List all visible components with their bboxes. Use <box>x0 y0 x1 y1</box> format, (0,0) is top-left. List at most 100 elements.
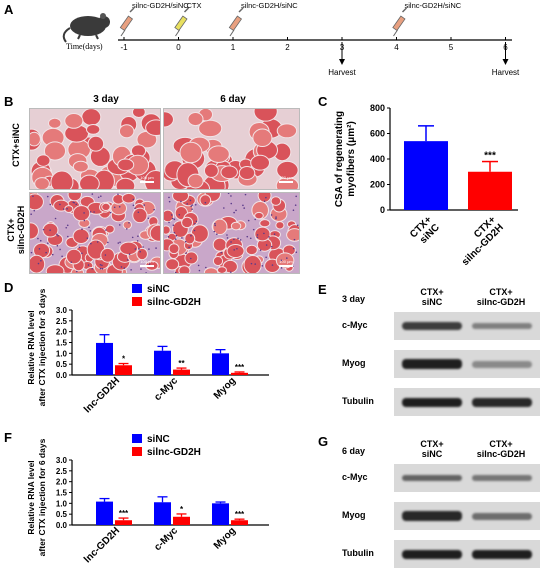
blot-band <box>402 397 462 407</box>
scale-bar-label: 100 μm <box>140 175 154 180</box>
y-axis-label: after CTX injection for 3 days <box>37 288 47 406</box>
panel-c-letter: C <box>318 94 328 109</box>
blot-day-label: 3 day <box>342 294 366 304</box>
x-tick-label: lnc-GD2H <box>82 375 122 415</box>
y-tick-label: 0.0 <box>56 521 68 530</box>
timeline-tick-label: -1 <box>120 43 128 52</box>
blot-row-label: c-Myc <box>342 472 368 482</box>
harvest-label: Harvest <box>492 68 520 77</box>
significance-marker: * <box>122 355 126 364</box>
blot-column-label: CTX+ silnc-GD2H <box>476 439 526 459</box>
blot-band <box>402 511 462 521</box>
y-tick-label: 2.5 <box>56 467 68 476</box>
y-tick-label: 0.0 <box>56 371 68 380</box>
histology-image: 100 μm <box>29 192 161 274</box>
scale-bar-label: 100 μm <box>279 175 293 180</box>
blot-band <box>472 475 532 481</box>
y-tick-label: 400 <box>370 154 385 164</box>
legend-swatch <box>132 447 142 456</box>
bar <box>96 342 113 375</box>
injection-label: CTX <box>187 1 202 10</box>
y-tick-label: 200 <box>370 180 385 190</box>
y-tick-label: 0.5 <box>56 510 68 519</box>
significance-marker: *** <box>119 509 129 518</box>
scale-bar-label: 100 μm <box>279 259 293 264</box>
syringe-icon <box>392 7 408 37</box>
x-tick-label: Myog <box>212 375 238 401</box>
syringe-icon <box>119 7 135 37</box>
rna-3day-bar-chart: 0.0 0.5 1.01.5 2.0 2.5 3.0 * lnc-GD2H ** c-Myc ***… <box>26 284 269 415</box>
histology-image: 100 μm <box>163 192 300 274</box>
bar <box>212 503 229 525</box>
scale-bar <box>279 181 293 183</box>
scale-bar <box>140 265 154 267</box>
blot-column-label: CTX+ siNC <box>420 439 444 459</box>
scale-bar <box>279 265 293 267</box>
timeline-label: Time(days) <box>66 42 103 51</box>
bar <box>173 369 190 375</box>
blot-strip <box>394 502 540 530</box>
blot-band <box>402 322 462 330</box>
panel-e-letter: E <box>318 282 327 297</box>
blot-strip <box>394 464 540 492</box>
blot-band <box>472 512 532 520</box>
bar <box>154 502 171 525</box>
timeline-tick-label: 4 <box>394 43 399 52</box>
bar <box>115 365 132 375</box>
blot-row-label: Tubulin <box>342 548 374 558</box>
blot-column-label: CTX+ siNC <box>420 287 444 307</box>
y-axis-label: Relative RNA level <box>26 460 36 534</box>
panel-b-letter: B <box>4 94 14 109</box>
bar <box>212 353 229 375</box>
rna-6day-bar-chart: 0.0 0.5 1.01.5 2.0 2.5 3.0 *** lnc-GD2H * c-Myc **… <box>26 434 269 565</box>
timeline-diagram: -10123456 silnc-GD2H/siNCCTXsilnc-GD2H/s… <box>62 1 520 77</box>
x-tick-label: CTX+siNC <box>408 214 442 248</box>
panel-g-letter: G <box>318 434 329 449</box>
blot-row-label: Myog <box>342 510 366 520</box>
y-tick-label: 3.0 <box>56 306 68 315</box>
significance-marker: *** <box>235 363 245 372</box>
significance-marker: *** <box>235 510 245 519</box>
blot-strip <box>394 388 540 416</box>
y-axis-label: Relative RNA level <box>26 310 36 384</box>
y-tick-label: 2.5 <box>56 317 68 326</box>
y-tick-label: 1.5 <box>56 489 68 498</box>
y-tick-label: 2.0 <box>56 328 68 337</box>
col-label-6day: 6 day <box>220 94 246 105</box>
timeline-tick-label: 1 <box>231 43 236 52</box>
blot-band <box>402 359 462 369</box>
blot-strip <box>394 350 540 378</box>
panel-a-letter: A <box>4 2 14 17</box>
row-label-sinc: CTX+siNC <box>11 123 21 167</box>
y-tick-label: 3.0 <box>56 456 68 465</box>
harvest-label: Harvest <box>328 68 356 77</box>
bar <box>173 516 190 525</box>
blot-row-label: c-Myc <box>342 320 368 330</box>
timeline-tick-label: 0 <box>176 43 181 52</box>
injection-label: silnc-GD2H/siNC <box>241 1 298 10</box>
panel-d-letter: D <box>4 280 14 295</box>
injection-label: silnc-GD2H/siNC <box>405 1 462 10</box>
legend-label: silnc-GD2H <box>147 447 201 458</box>
y-axis-label: after CTX injection for 6 days <box>37 438 47 556</box>
histology-image: 100 μm <box>29 108 161 190</box>
y-tick-label: 1.5 <box>56 339 68 348</box>
western-blot-3day: 3 day CTX+ siNC CTX+ silnc-GD2H c-Myc Myog Tu… <box>340 282 540 422</box>
legend-label: silnc-GD2H <box>147 297 201 308</box>
scale-bar-label: 100 μm <box>140 259 154 264</box>
y-tick-label: 1.0 <box>56 499 68 508</box>
legend-swatch <box>132 284 142 293</box>
syringe-icon <box>228 7 244 37</box>
legend-swatch <box>132 297 142 306</box>
x-tick-label: c-Myc <box>152 375 180 403</box>
blot-band <box>472 360 532 368</box>
significance-marker: *** <box>484 151 496 162</box>
bar <box>404 141 448 210</box>
blot-day-label: 6 day <box>342 446 366 456</box>
blot-band <box>472 397 532 407</box>
bar <box>96 501 113 525</box>
csa-bar-chart: 0 200 400 600 800 CTX+siNC CTX+silnc-GD2H *** CS… <box>334 103 518 268</box>
y-axis-label: CSA of regenerating <box>334 111 345 207</box>
blot-strip <box>394 312 540 340</box>
col-label-3day: 3 day <box>93 94 119 105</box>
